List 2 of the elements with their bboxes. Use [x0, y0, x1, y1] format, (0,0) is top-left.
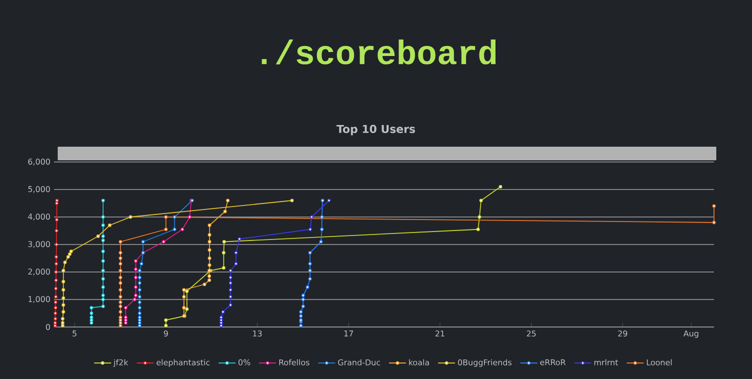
- chart-subtitle: Top 10 Users: [336, 124, 416, 136]
- chart-title: ./scoreboard: [262, 40, 496, 64]
